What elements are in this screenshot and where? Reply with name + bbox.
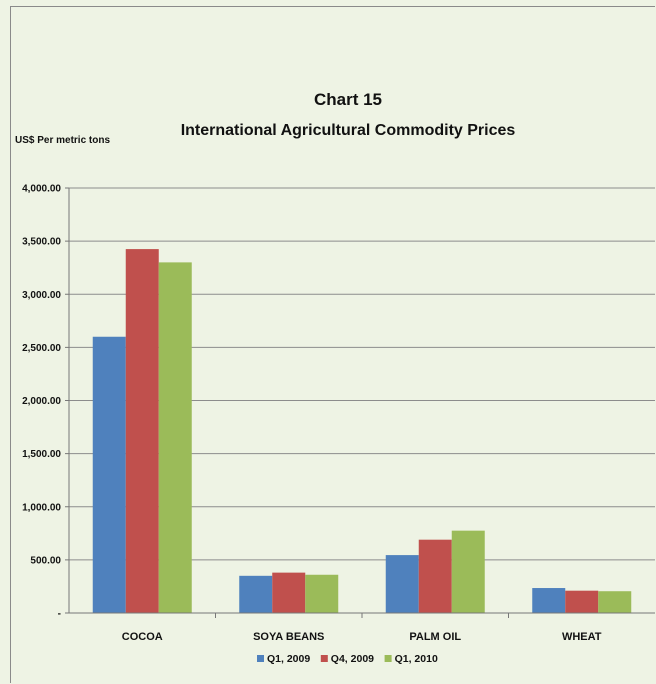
bar <box>305 574 339 613</box>
legend-entry: Q1, 2009 <box>267 653 310 665</box>
y-tick-label: 3,000.00 <box>22 290 61 301</box>
legend-swatch <box>257 655 264 662</box>
x-tick-label: PALM OIL <box>409 631 461 643</box>
x-tick-label: COCOA <box>122 631 163 643</box>
chart-frame: Chart 15 International Agricultural Comm… <box>10 6 655 683</box>
y-tick-label: 1,500.00 <box>22 449 61 460</box>
x-tick-labels: COCOA SOYA BEANS PALM OIL WHEAT <box>122 631 602 643</box>
legend-swatch <box>384 655 392 662</box>
bar-chart: Chart 15 International Agricultural Comm… <box>15 90 655 665</box>
bar <box>451 530 485 613</box>
y-tick-label: 500.00 <box>30 555 61 566</box>
bar <box>598 591 632 613</box>
axes <box>65 187 655 618</box>
legend-entry: Q4, 2009 <box>331 653 374 665</box>
chart-subtitle: International Agricultural Commodity Pri… <box>181 122 516 139</box>
bar <box>272 572 306 613</box>
y-tick-label: 1,000.00 <box>22 502 61 513</box>
x-tick-label: WHEAT <box>562 631 602 643</box>
y-tick-label: 3,500.00 <box>22 237 61 248</box>
bar <box>385 555 419 613</box>
chart-title: Chart 15 <box>314 90 382 109</box>
bar <box>158 262 192 613</box>
y-tick-labels: - 500.00 1,000.00 1,500.00 2,000.00 2,500.00 3… <box>22 184 61 620</box>
bar <box>418 539 452 613</box>
legend-swatch <box>320 655 328 662</box>
bar <box>565 590 599 613</box>
y-tick-label: 4,000.00 <box>22 184 61 195</box>
y-tick-label: 2,500.00 <box>22 343 61 354</box>
bar <box>125 249 159 613</box>
y-tick-label: 2,000.00 <box>22 396 61 407</box>
x-tick-label: SOYA BEANS <box>253 631 324 643</box>
legend-entry: Q1, 2010 <box>395 653 438 665</box>
bars <box>92 249 632 613</box>
y-axis-label: US$ Per metric tons <box>15 135 110 146</box>
y-tick-label: - <box>58 609 61 620</box>
bar <box>239 575 273 613</box>
bar <box>532 588 566 613</box>
legend: Q1, 2009 Q4, 2009 Q1, 2010 <box>257 653 438 665</box>
bar <box>92 336 126 613</box>
